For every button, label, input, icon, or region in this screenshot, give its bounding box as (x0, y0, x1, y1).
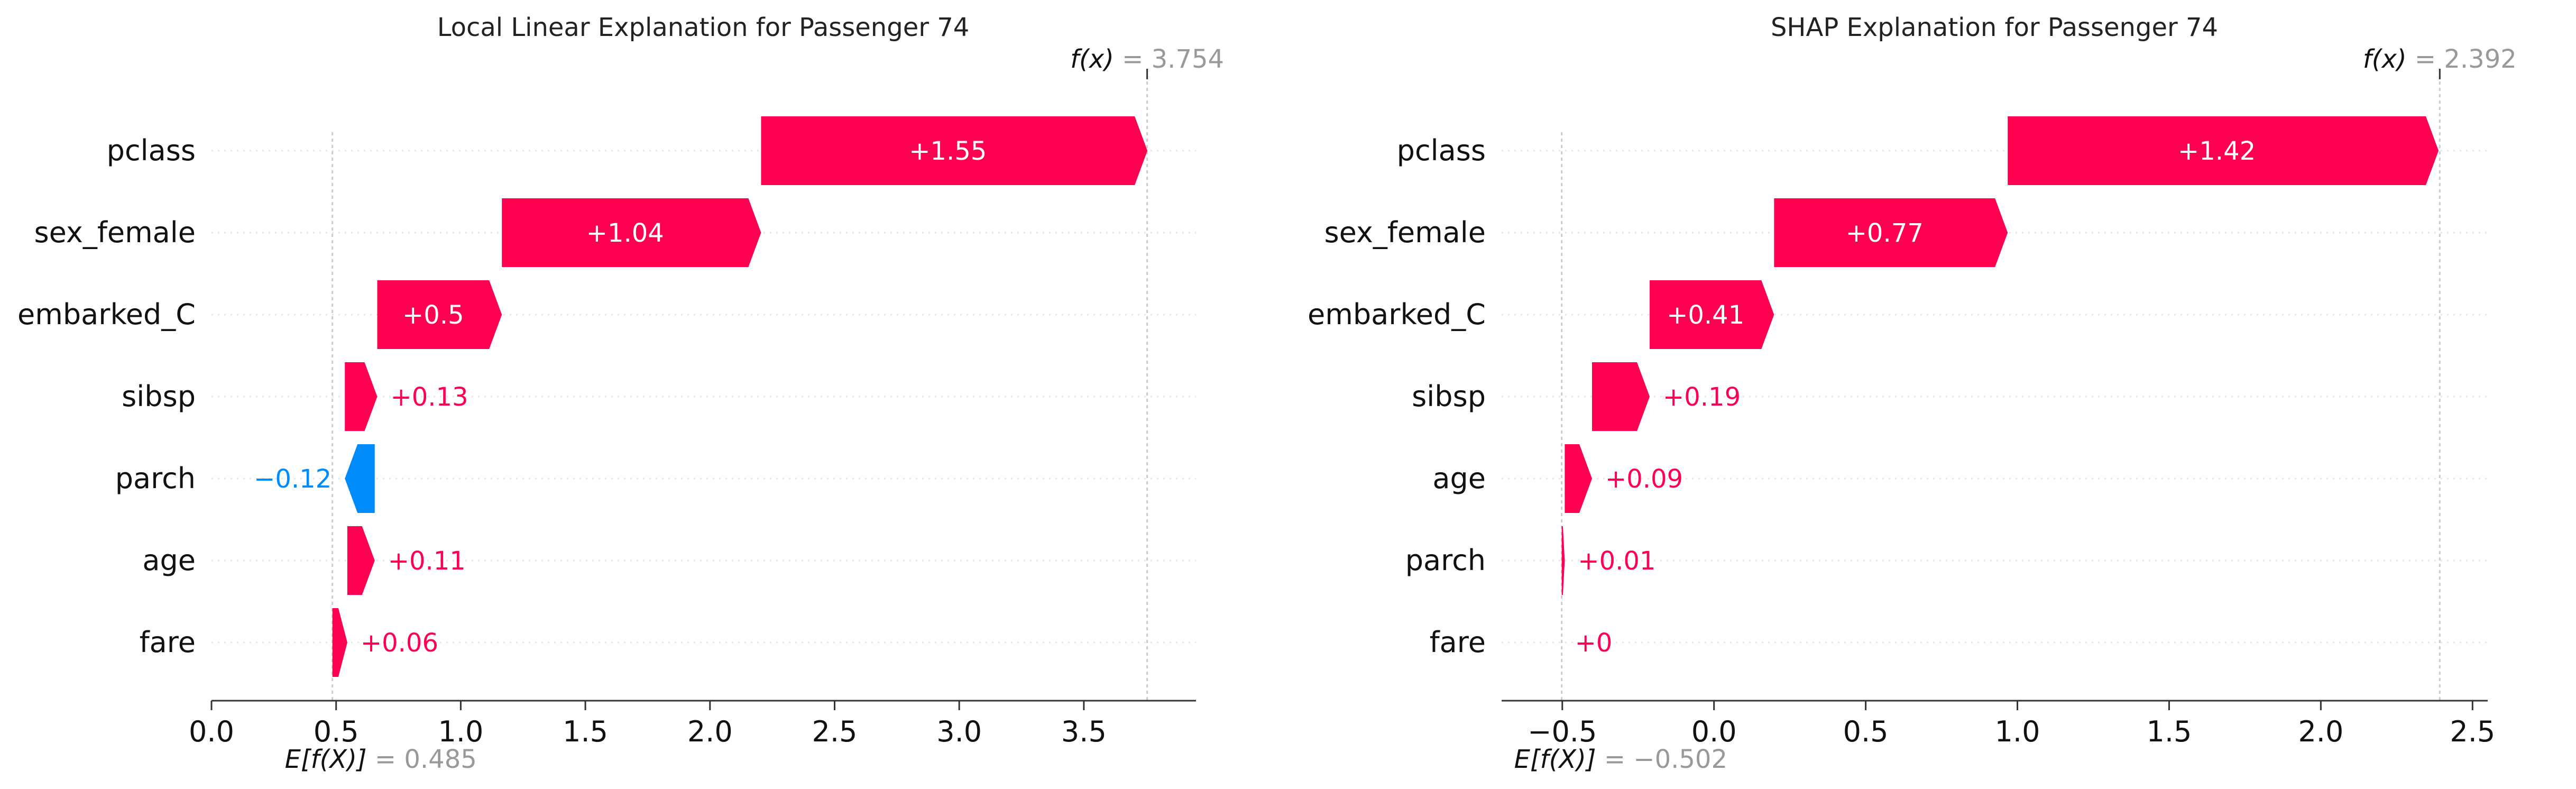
base-value-eq: = (367, 745, 404, 774)
value-label: +0.77 (1846, 218, 1924, 248)
x-tick-label: 2.5 (812, 715, 858, 748)
x-tick-label: 3.5 (1061, 715, 1107, 748)
output-value-number: 2.392 (2444, 44, 2516, 74)
x-tick-label: 0.0 (189, 715, 234, 748)
output-value-eq: = (2407, 44, 2444, 74)
base-value-label: E[f(X)] (285, 745, 367, 774)
value-label: +0.09 (1605, 464, 1683, 494)
base-value-number: 0.485 (404, 745, 476, 774)
x-tick-label: 2.0 (687, 715, 733, 748)
value-label: +0.41 (1667, 300, 1744, 330)
value-label: +0.11 (388, 546, 466, 576)
output-value-annotation: f(x) = 3.754 (1070, 44, 1224, 74)
feature-label: age (1432, 462, 1486, 495)
value-label: +0.01 (1578, 546, 1655, 576)
base-value-label: E[f(X)] (1514, 745, 1596, 774)
waterfall-bar-sibsp (345, 362, 378, 431)
waterfall-bar-age (347, 526, 375, 595)
value-label: +0.06 (361, 628, 438, 658)
output-value-annotation: f(x) = 2.392 (2363, 44, 2517, 74)
waterfall-bar-parch (1561, 526, 1565, 595)
base-value-eq: = (1596, 745, 1634, 774)
x-tick-label: 3.0 (936, 715, 982, 748)
base-value-annotation: E[f(X)] = 0.485 (285, 745, 477, 774)
waterfall-bar-parch (345, 444, 375, 513)
base-value-number: −0.502 (1633, 745, 1727, 774)
output-value-label: f(x) (1070, 44, 1114, 74)
value-label: +1.04 (586, 218, 664, 248)
feature-label: parch (115, 462, 196, 495)
feature-label: sex_female (34, 216, 196, 249)
output-value-eq: = (1114, 44, 1152, 74)
waterfall-bar-sex_female (502, 198, 761, 267)
x-tick-label: 1.0 (1995, 715, 2040, 748)
x-tick-label: 1.5 (563, 715, 608, 748)
value-label: +1.55 (909, 136, 987, 166)
chart-1: Local Linear Explanation for Passenger 7… (17, 13, 1224, 774)
feature-label: fare (140, 626, 196, 659)
chart-2: SHAP Explanation for Passenger 74 pclass +… (1308, 13, 2517, 774)
output-value-number: 3.754 (1152, 44, 1224, 74)
value-label: +1.42 (2178, 136, 2256, 166)
feature-label: pclass (107, 134, 196, 167)
value-label: +0.19 (1663, 382, 1741, 412)
feature-label: parch (1405, 544, 1486, 577)
feature-label: fare (1430, 626, 1486, 659)
x-tick-label: 1.5 (2147, 715, 2192, 748)
x-tick-label: 0.5 (1843, 715, 1889, 748)
waterfall-bar-age (1565, 444, 1593, 513)
output-value-label: f(x) (2363, 44, 2407, 74)
feature-label: sex_female (1324, 216, 1486, 249)
feature-label: embarked_C (17, 298, 196, 331)
feature-label: age (142, 544, 196, 577)
feature-label: sibsp (122, 380, 196, 413)
waterfall-bar-sex_female (1774, 198, 2008, 267)
feature-label: embarked_C (1308, 298, 1486, 331)
waterfall-bar-pclass (761, 116, 1148, 185)
x-tick-label: 2.0 (2298, 715, 2343, 748)
x-tick-label: −0.5 (1528, 715, 1597, 748)
value-label: +0.5 (402, 300, 464, 330)
chart-title: SHAP Explanation for Passenger 74 (1771, 13, 2218, 42)
chart-title: Local Linear Explanation for Passenger 7… (437, 13, 970, 42)
waterfall-bar-embarked_C (1650, 280, 1774, 349)
waterfall-bar-embarked_C (377, 280, 502, 349)
x-tick-label: 1.0 (438, 715, 483, 748)
x-tick-label: 2.5 (2450, 715, 2495, 748)
x-tick-label: 0.5 (314, 715, 359, 748)
value-label: +0 (1575, 628, 1613, 658)
waterfall-bar-pclass (2008, 116, 2439, 185)
waterfall-bar-sibsp (1592, 362, 1650, 431)
feature-label: pclass (1397, 134, 1486, 167)
waterfall-bar-fare (332, 608, 347, 677)
feature-label: sibsp (1412, 380, 1486, 413)
value-label: +0.13 (390, 382, 468, 412)
value-label: −0.12 (254, 464, 332, 494)
x-tick-label: 0.0 (1691, 715, 1737, 748)
base-value-annotation: E[f(X)] = −0.502 (1514, 745, 1727, 774)
